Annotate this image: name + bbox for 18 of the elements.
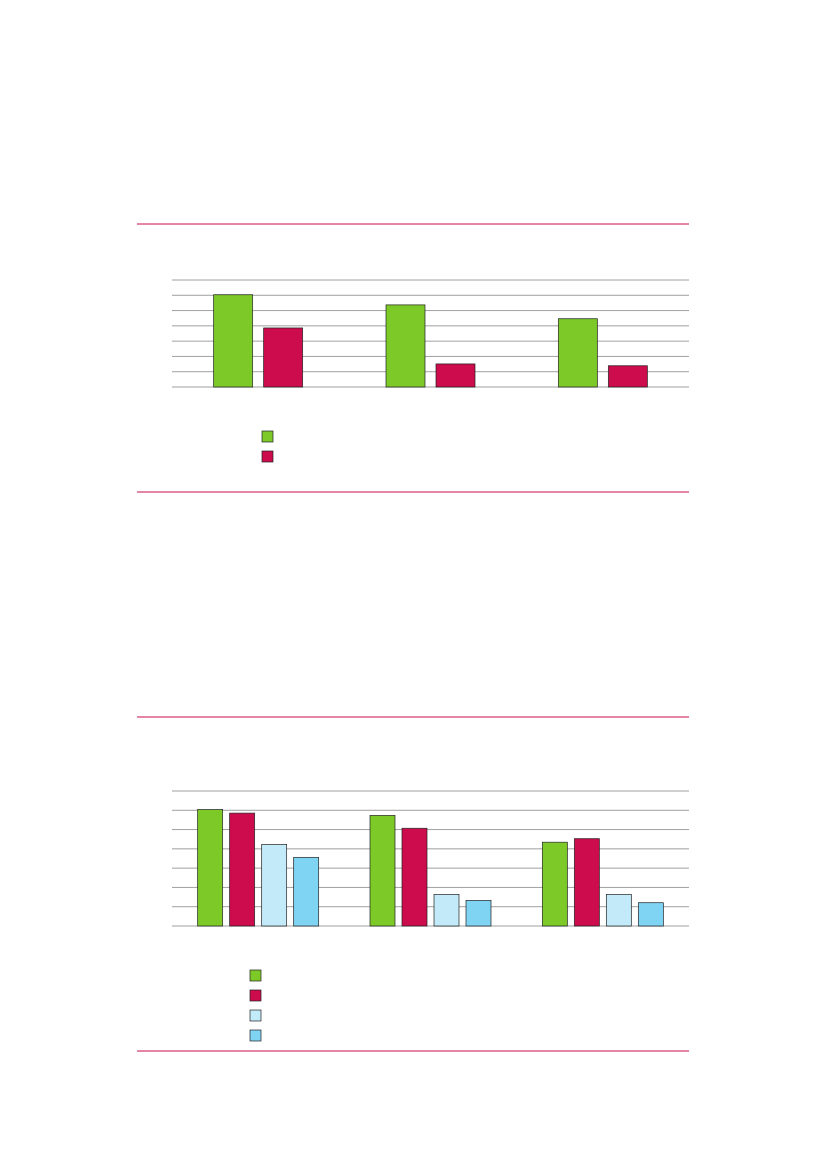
bar [197, 809, 224, 927]
bar [541, 841, 568, 927]
bar [385, 304, 426, 388]
bar [433, 894, 460, 927]
bar [465, 900, 492, 927]
bar [213, 294, 254, 388]
bar [605, 894, 632, 927]
bar [261, 844, 288, 927]
bar [293, 856, 320, 927]
bar [557, 318, 598, 388]
bar [401, 827, 428, 927]
bar [435, 363, 476, 388]
bar [637, 902, 664, 927]
bar [607, 365, 648, 388]
bar [573, 838, 600, 927]
bar [229, 812, 256, 927]
bar [369, 815, 396, 927]
bar [263, 327, 304, 388]
